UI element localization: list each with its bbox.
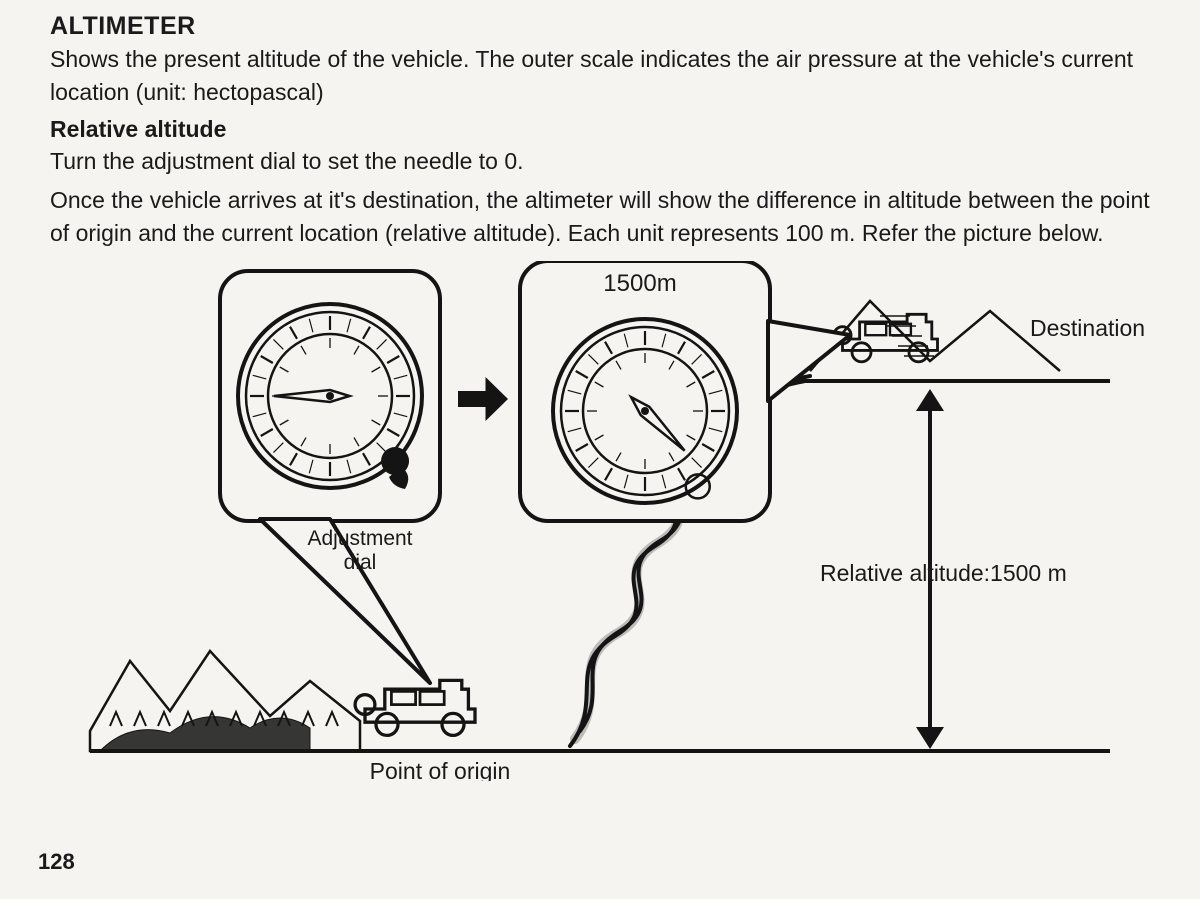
svg-text:Point of origin: Point of origin <box>370 758 511 781</box>
section-heading: ALTIMETER <box>50 12 1170 41</box>
svg-text:Relative altitude:1500 m: Relative altitude:1500 m <box>820 560 1067 586</box>
section-subheading: Relative altitude <box>50 116 1170 143</box>
svg-text:1500m: 1500m <box>603 270 676 297</box>
paragraph-2a: Turn the adjustment dial to set the need… <box>50 145 1170 178</box>
altimeter-diagram: 1500mAdjustmentdialPoint of originDestin… <box>50 261 1170 781</box>
page-number: 128 <box>38 849 75 875</box>
paragraph-2b: Once the vehicle arrives at it's destina… <box>50 184 1170 251</box>
svg-text:Destination: Destination <box>1030 315 1145 341</box>
paragraph-1: Shows the present altitude of the vehicl… <box>50 43 1170 110</box>
manual-page: ALTIMETER Shows the present altitude of … <box>0 0 1200 899</box>
